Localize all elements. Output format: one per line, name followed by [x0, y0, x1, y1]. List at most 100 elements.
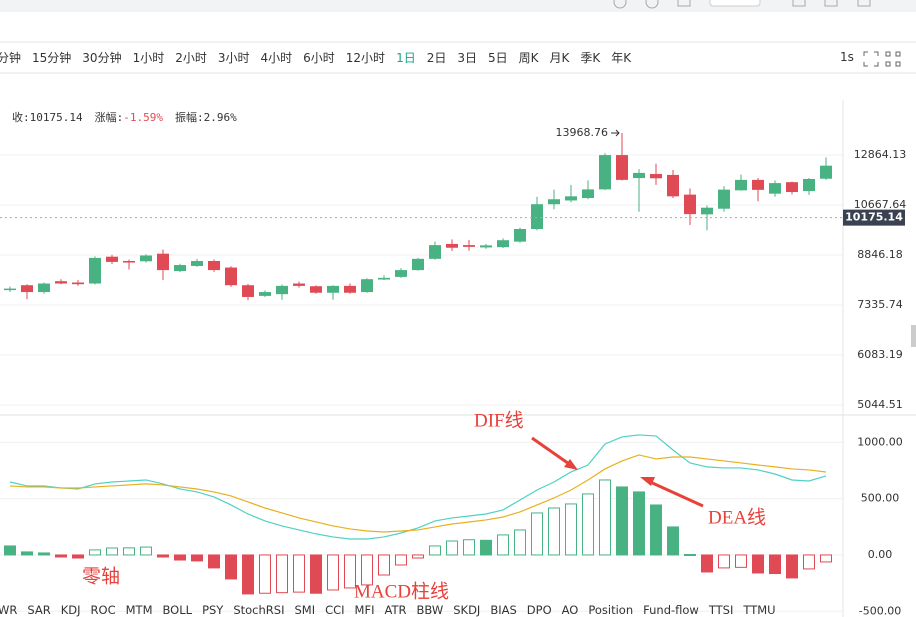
- speed[interactable]: 1s: [840, 50, 854, 64]
- macd-bar: [565, 503, 577, 556]
- indicator-tab[interactable]: MTM: [125, 603, 153, 617]
- macd-bar: [310, 554, 322, 594]
- interval-button[interactable]: 3日: [457, 51, 477, 65]
- icon[interactable]: [857, 0, 871, 7]
- candle-body: [242, 285, 254, 297]
- candle-body: [123, 260, 135, 263]
- candle-body: [599, 155, 611, 190]
- macd-bar: [531, 512, 543, 556]
- candle-body: [293, 283, 305, 286]
- macd-bar: [123, 547, 135, 556]
- macd-bar: [259, 554, 271, 594]
- expand-icon[interactable]: [863, 51, 879, 67]
- icon[interactable]: [677, 0, 691, 7]
- info-line: 收:10175.14 涨幅:-1.59% 振幅:2.96%: [12, 109, 237, 125]
- macd-bar: [174, 554, 186, 561]
- candle-body: [582, 189, 594, 199]
- info-label: 收:: [12, 111, 30, 124]
- interval-button[interactable]: 4小时: [260, 51, 293, 65]
- interval-button[interactable]: 2小时: [175, 51, 207, 65]
- info-value: 10175.14: [29, 111, 83, 124]
- indicator-tab[interactable]: BOLL: [162, 603, 193, 617]
- candle-body: [140, 255, 152, 262]
- interval-button[interactable]: 周K: [518, 51, 539, 65]
- settings-icon[interactable]: [885, 51, 901, 67]
- candle-body: [191, 260, 203, 266]
- macd-bar: [735, 554, 747, 568]
- indicator-tab[interactable]: Position: [588, 603, 634, 617]
- macd-bar: [616, 486, 628, 556]
- indicator-tab[interactable]: ATR: [384, 603, 407, 617]
- indicator-tab[interactable]: TTSI: [708, 603, 734, 617]
- indicator-bar: WR SAR KDJ ROC MTM BOLL PSY StochRSI SMI CCI MFI AT…: [0, 603, 776, 617]
- macd-bar: [21, 551, 33, 556]
- macd-bar: [514, 529, 526, 556]
- interval-button[interactable]: 季K: [580, 51, 601, 65]
- candle-body: [531, 204, 543, 230]
- interval-button[interactable]: 30分钟: [82, 51, 122, 65]
- macd-bar: [361, 554, 373, 586]
- macd-bar: [344, 554, 356, 589]
- indicator-tab[interactable]: AO: [561, 603, 579, 617]
- icon[interactable]: [613, 0, 627, 9]
- interval-button[interactable]: 3小时: [217, 51, 250, 65]
- macd-bar: [55, 554, 67, 558]
- indicator-tab[interactable]: StochRSI: [233, 603, 285, 617]
- interval-button[interactable]: 15分钟: [32, 51, 72, 65]
- macd-bar: [293, 554, 305, 593]
- indicator-tab[interactable]: CCI: [325, 603, 345, 617]
- icon[interactable]: [792, 0, 806, 7]
- macd-bar: [480, 539, 492, 556]
- indicator-tab[interactable]: KDJ: [60, 603, 81, 617]
- annotation: DIF线: [474, 409, 524, 431]
- macd-bar: [395, 554, 407, 566]
- candle-body: [820, 165, 832, 179]
- select[interactable]: [709, 0, 761, 7]
- icon[interactable]: [645, 0, 659, 9]
- y-tick-label: 5044.51: [857, 398, 903, 411]
- interval-button[interactable]: 分钟: [0, 51, 22, 65]
- candle-body: [480, 245, 492, 248]
- interval-button[interactable]: 5日: [487, 51, 508, 65]
- last-price-tag: [843, 209, 905, 226]
- indicator-tab[interactable]: DPO: [526, 603, 552, 617]
- icon[interactable]: [824, 0, 838, 7]
- macd-line: [9, 454, 827, 533]
- candle-body: [701, 207, 713, 215]
- candle-body: [429, 245, 441, 259]
- macd-bar: [633, 491, 645, 556]
- indicator-tab[interactable]: BIAS: [490, 603, 517, 617]
- interval-button[interactable]: 月K: [549, 51, 570, 65]
- candle-body: [650, 174, 662, 179]
- indicator-tab[interactable]: WR: [0, 603, 18, 617]
- annotation: 零轴: [82, 565, 120, 587]
- indicator-tab[interactable]: TTMU: [743, 603, 776, 617]
- indicator-tab[interactable]: Fund-flow: [643, 603, 699, 617]
- interval-button[interactable]: 12小时: [345, 51, 386, 65]
- indicator-tab[interactable]: BBW: [416, 603, 444, 617]
- y-tick-label: 1000.00: [857, 435, 903, 448]
- info-item: 收:10175.14: [12, 109, 83, 125]
- candle-body: [718, 189, 730, 209]
- interval-button[interactable]: 1小时: [132, 51, 165, 65]
- indicator-tab[interactable]: MFI: [354, 603, 375, 617]
- indicator-tab[interactable]: ROC: [90, 603, 116, 617]
- macd-bar: [89, 549, 101, 556]
- macd-bar: [106, 547, 118, 556]
- indicator-tab[interactable]: SAR: [27, 603, 51, 617]
- candle-body: [38, 283, 50, 293]
- candle-body: [684, 194, 696, 215]
- interval-button[interactable]: 1日: [396, 51, 416, 65]
- interval-button[interactable]: 年K: [611, 51, 632, 65]
- indicator-tab[interactable]: SKDJ: [453, 603, 481, 617]
- candle-body: [446, 243, 458, 248]
- macd-bar: [378, 554, 390, 576]
- scroll-handle[interactable]: [911, 325, 916, 347]
- interval-button[interactable]: 6小时: [303, 51, 335, 65]
- indicator-tab[interactable]: PSY: [202, 603, 224, 617]
- macd-bar: [599, 479, 611, 556]
- indicator-tab[interactable]: SMI: [294, 603, 316, 617]
- macd-bar: [4, 545, 16, 556]
- interval-button[interactable]: 2日: [426, 51, 447, 65]
- candle-body: [310, 286, 322, 293]
